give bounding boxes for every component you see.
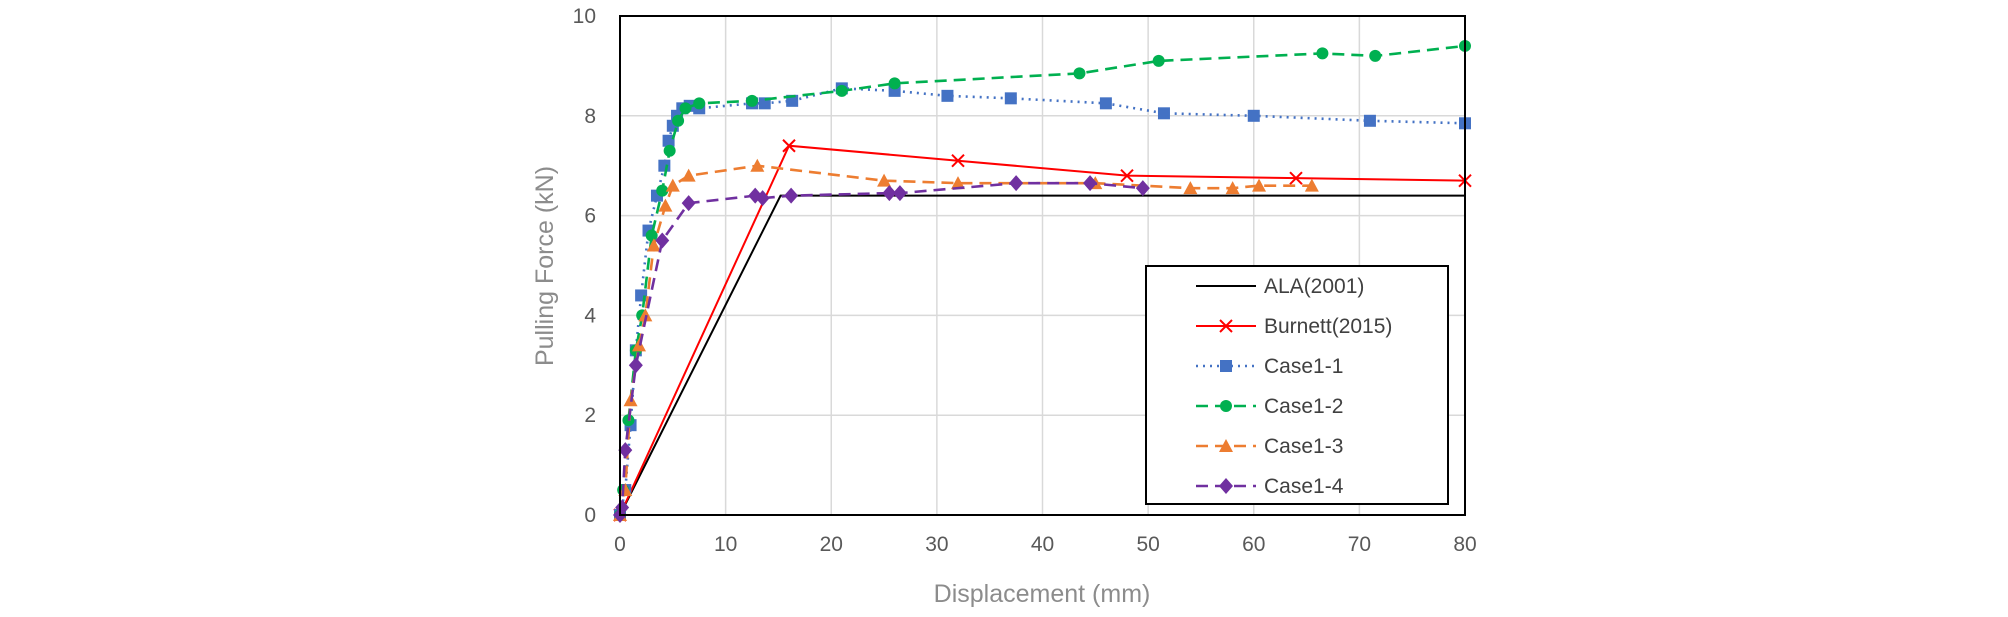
legend-box bbox=[1145, 265, 1449, 505]
series-case1-4 bbox=[613, 175, 1150, 523]
data-point bbox=[1304, 178, 1319, 192]
data-point bbox=[615, 499, 630, 516]
data-point bbox=[638, 308, 653, 322]
data-point bbox=[1183, 181, 1198, 195]
data-point bbox=[784, 187, 799, 204]
data-point bbox=[1120, 168, 1134, 183]
legend-marker bbox=[1219, 439, 1233, 452]
legend-item: Case1-4 bbox=[1196, 475, 1344, 498]
plot-area-border bbox=[619, 15, 1466, 516]
data-point bbox=[1252, 178, 1267, 192]
y-tick-label: 6 bbox=[584, 205, 596, 228]
x-tick-label: 10 bbox=[714, 533, 737, 556]
y-axis-title: Pulling Force (kN) bbox=[531, 166, 559, 366]
data-point bbox=[746, 94, 759, 107]
legend-marker bbox=[1220, 360, 1232, 372]
data-point bbox=[882, 185, 897, 202]
data-point bbox=[941, 89, 954, 102]
data-point bbox=[672, 114, 685, 127]
legend: ALA(2001) Burnett(2015) Case1-1 Case1-2 Case… bbox=[1145, 265, 1449, 505]
series-line-burnett-2015 bbox=[619, 144, 1466, 516]
data-point bbox=[877, 173, 892, 187]
data-point bbox=[1289, 171, 1303, 185]
data-point bbox=[628, 357, 643, 374]
x-tick-label: 80 bbox=[1453, 533, 1476, 556]
x-tick-label: 40 bbox=[1031, 533, 1054, 556]
legend-label: ALA(2001) bbox=[1264, 275, 1364, 298]
x-tick-label: 30 bbox=[925, 533, 948, 556]
legend-label: Case1-4 bbox=[1264, 475, 1344, 498]
data-point bbox=[892, 185, 907, 202]
x-tick-label: 20 bbox=[820, 533, 843, 556]
legend-item: Case1-2 bbox=[1196, 395, 1343, 418]
data-point bbox=[755, 190, 770, 207]
data-point bbox=[1083, 175, 1098, 192]
x-axis-title: Displacement (mm) bbox=[934, 580, 1151, 608]
data-point bbox=[1369, 49, 1382, 62]
data-point bbox=[663, 144, 676, 157]
series-group bbox=[613, 39, 1472, 523]
data-point bbox=[658, 198, 673, 212]
data-point bbox=[693, 97, 706, 110]
legend-item: Case1-3 bbox=[1196, 435, 1343, 458]
data-point bbox=[1225, 181, 1240, 195]
legend-marker bbox=[1219, 478, 1233, 494]
y-tick-label: 4 bbox=[584, 304, 596, 327]
data-point bbox=[750, 158, 765, 172]
data-point bbox=[662, 134, 675, 147]
legend-item: ALA(2001) bbox=[1196, 275, 1364, 298]
legend-label: Case1-3 bbox=[1264, 435, 1343, 458]
x-tick-label: 50 bbox=[1136, 533, 1159, 556]
data-point bbox=[655, 232, 670, 249]
data-point bbox=[888, 77, 901, 90]
data-point bbox=[782, 139, 796, 153]
legend-label: Case1-1 bbox=[1264, 355, 1343, 378]
y-tick-label: 2 bbox=[584, 404, 596, 427]
data-point bbox=[1004, 92, 1017, 105]
legend-label: Case1-2 bbox=[1264, 395, 1343, 418]
data-point bbox=[679, 102, 692, 115]
data-point bbox=[835, 84, 848, 97]
y-tick-label: 0 bbox=[584, 504, 596, 527]
data-point bbox=[1316, 47, 1329, 60]
data-point bbox=[658, 159, 671, 172]
legend-marker bbox=[1220, 400, 1232, 412]
data-point bbox=[618, 442, 633, 459]
y-tick-label: 10 bbox=[573, 5, 596, 28]
legend-item: Burnett(2015) bbox=[1196, 315, 1392, 338]
data-point bbox=[1152, 54, 1165, 67]
legend-item: Case1-1 bbox=[1196, 355, 1343, 378]
data-point bbox=[1135, 180, 1150, 197]
data-point bbox=[681, 195, 696, 212]
series-line-ala-2001 bbox=[619, 194, 1465, 516]
data-point bbox=[665, 178, 680, 192]
data-point bbox=[1363, 114, 1376, 127]
data-point bbox=[1073, 67, 1086, 80]
y-tick-label: 8 bbox=[584, 105, 596, 128]
data-point bbox=[645, 229, 658, 242]
data-point bbox=[1099, 97, 1112, 110]
data-point bbox=[656, 184, 669, 197]
x-tick-label: 60 bbox=[1242, 533, 1265, 556]
tick-labels: 0 10 20 30 40 50 60 70 80 0 2 4 6 8 10 bbox=[573, 5, 1477, 556]
data-point bbox=[1247, 109, 1260, 122]
series-line-case1-1 bbox=[618, 87, 1466, 516]
data-point bbox=[951, 176, 965, 190]
legend-marker bbox=[1219, 319, 1233, 333]
series-line-case1-4 bbox=[618, 181, 1143, 516]
legend-label: Burnett(2015) bbox=[1264, 315, 1392, 338]
data-point bbox=[1157, 107, 1170, 120]
data-point bbox=[681, 168, 696, 182]
x-tick-label: 0 bbox=[614, 533, 626, 556]
data-point bbox=[646, 238, 661, 252]
series-ala-2001 bbox=[619, 194, 1465, 516]
x-tick-label: 70 bbox=[1348, 533, 1371, 556]
data-point bbox=[951, 154, 965, 168]
data-point bbox=[1009, 175, 1024, 192]
